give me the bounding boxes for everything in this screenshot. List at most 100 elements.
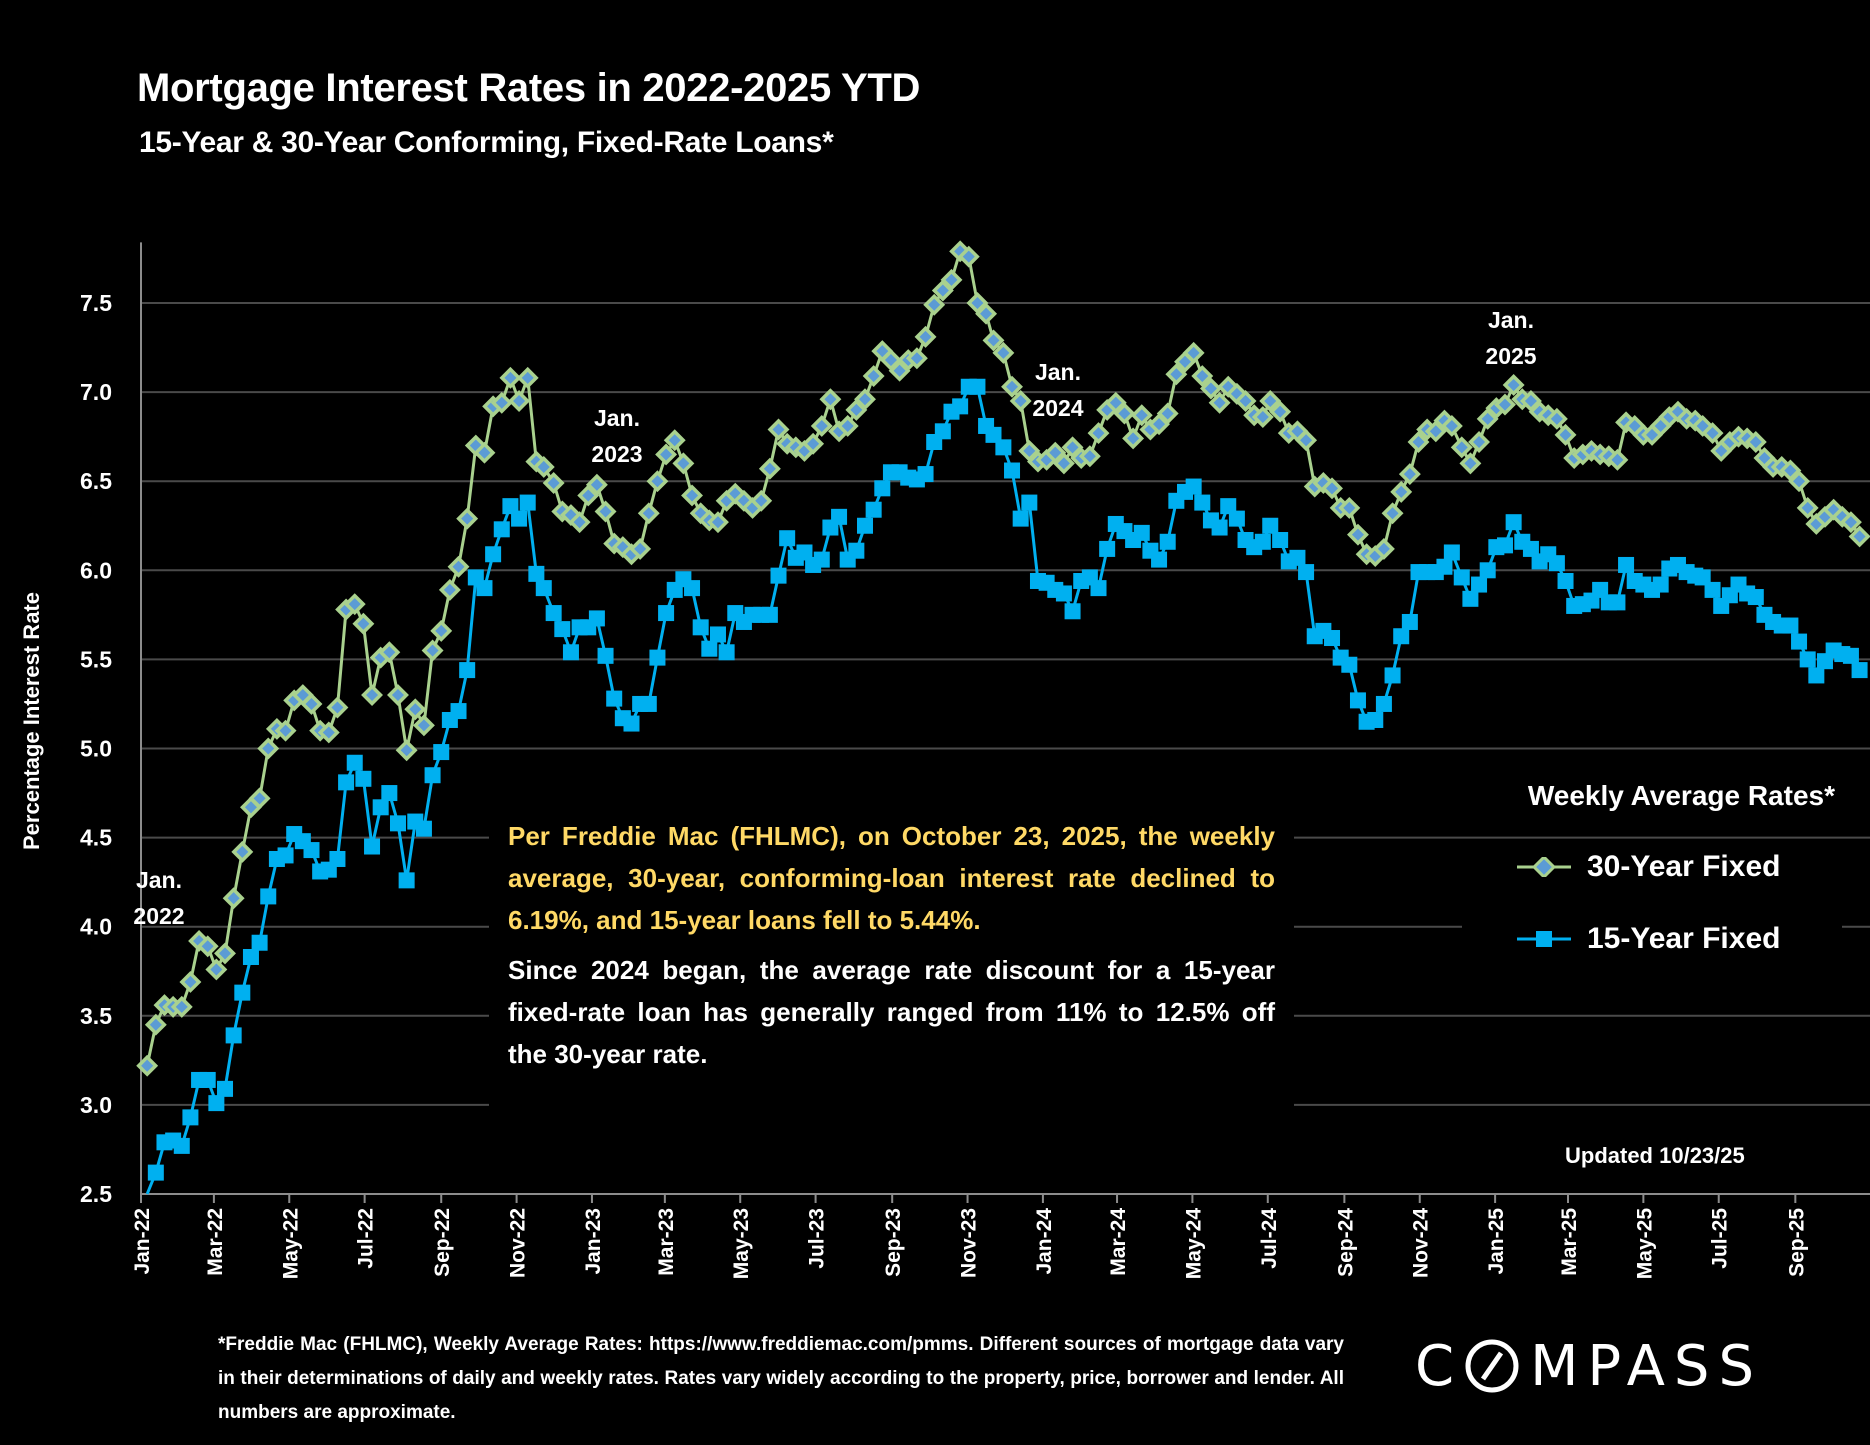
data-point-15-year [415, 820, 432, 837]
data-point-30-year [585, 473, 608, 496]
data-point-15-year [623, 715, 640, 732]
data-point-30-year [1554, 423, 1577, 446]
data-point-30-year [750, 489, 773, 512]
data-point-15-year [545, 605, 562, 622]
footnote: *Freddie Mac (FHLMC), Weekly Average Rat… [218, 1334, 1344, 1423]
data-point-15-year [597, 647, 614, 664]
data-point-15-year [147, 1164, 164, 1181]
y-tick-label: 6.0 [80, 557, 112, 583]
data-point-15-year [1055, 585, 1072, 602]
data-point-30-year [378, 641, 401, 664]
data-point-15-year [606, 690, 623, 707]
data-point-15-year [208, 1095, 225, 1112]
data-point-15-year [640, 695, 657, 712]
data-point-30-year [767, 418, 790, 441]
data-point-30-year [404, 698, 427, 721]
data-point-30-year [1156, 402, 1179, 425]
data-point-30-year [1347, 523, 1369, 546]
series-15-year [145, 378, 1868, 1195]
data-point-30-year [343, 593, 366, 616]
data-point-30-year [456, 507, 479, 530]
data-point-30-year [819, 388, 842, 411]
data-point-30-year [447, 555, 470, 578]
data-point-30-year [387, 684, 409, 707]
data-point-30-year [248, 787, 271, 810]
annotation-line: 2023 [591, 441, 643, 467]
y-axis-label: Percentage Interest Rate [19, 592, 44, 850]
data-point-15-year [1220, 498, 1237, 515]
data-point-30-year [802, 432, 825, 455]
data-point-30-year [862, 365, 885, 388]
data-point-15-year [658, 605, 675, 622]
data-point-15-year [588, 610, 605, 627]
diamond-marker-icon [1517, 857, 1571, 877]
x-tick-label: Mar-25 [1558, 1208, 1581, 1276]
data-point-30-year [438, 578, 461, 601]
data-point-30-year [1744, 431, 1767, 453]
data-point-30-year [508, 390, 531, 412]
data-point-15-year [1443, 544, 1460, 561]
data-point-15-year [364, 838, 381, 855]
data-point-30-year [1199, 377, 1222, 400]
annotation-line: 2025 [1485, 343, 1537, 369]
data-point-15-year [1652, 576, 1669, 593]
data-point-30-year [205, 958, 228, 981]
data-point-30-year [637, 502, 660, 525]
data-point-30-year [1052, 452, 1075, 475]
x-tick-label: Mar-22 [204, 1208, 227, 1276]
data-point-30-year [992, 341, 1015, 364]
data-point-30-year [136, 1054, 159, 1077]
data-point-30-year [1796, 496, 1819, 519]
data-point-15-year [528, 565, 545, 582]
data-point-30-year [516, 366, 539, 389]
data-point-15-year [277, 847, 294, 864]
data-point-30-year [1459, 452, 1482, 475]
x-tick-label: Sep-22 [431, 1208, 454, 1277]
x-tick-label: Mar-24 [1107, 1208, 1130, 1276]
gridlines [141, 302, 1870, 1106]
data-point-15-year [1298, 564, 1315, 581]
data-point-15-year [1609, 594, 1626, 611]
data-point-15-year [1004, 462, 1021, 479]
data-point-15-year [1064, 603, 1081, 620]
data-point-15-year [182, 1109, 199, 1126]
data-point-15-year [476, 580, 493, 597]
data-point-30-year [810, 414, 833, 437]
data-point-30-year [326, 696, 349, 719]
data-point-15-year [1808, 667, 1825, 684]
data-point-15-year [1791, 633, 1808, 650]
data-point-30-year [1295, 429, 1318, 452]
data-point-30-year [1848, 525, 1870, 548]
data-point-30-year [300, 692, 323, 715]
data-point-30-year [1251, 406, 1274, 429]
data-point-30-year [412, 714, 435, 737]
data-point-15-year [338, 774, 355, 791]
data-point-30-year [681, 484, 703, 507]
data-point-15-year [813, 551, 830, 568]
data-point-15-year [985, 426, 1002, 443]
data-point-15-year [329, 850, 346, 867]
data-point-30-year [231, 840, 254, 863]
x-tick-label: Jul-22 [355, 1208, 378, 1269]
x-tick-label: Jan-22 [131, 1208, 154, 1275]
data-point-15-year [718, 644, 735, 661]
data-point-15-year [1522, 540, 1539, 557]
data-point-15-year [1505, 514, 1522, 531]
data-point-15-year [398, 872, 415, 889]
x-tick-label: Jul-25 [1709, 1208, 1732, 1269]
data-point-15-year [234, 984, 251, 1001]
data-point-15-year [502, 498, 519, 515]
data-point-15-year [848, 542, 865, 559]
data-point-15-year [1211, 519, 1228, 536]
data-point-15-year [1496, 537, 1513, 554]
legend-label: 30-Year Fixed [1587, 850, 1781, 883]
y-tick-label: 6.5 [80, 468, 112, 494]
x-tick-label: Jan-23 [582, 1208, 605, 1275]
data-point-30-year [532, 455, 555, 478]
data-point-15-year [831, 508, 848, 525]
data-point-30-year [646, 470, 669, 493]
data-point-15-year [1842, 647, 1859, 664]
data-point-30-year [430, 619, 453, 642]
x-tick-label: Jan-25 [1485, 1208, 1508, 1275]
